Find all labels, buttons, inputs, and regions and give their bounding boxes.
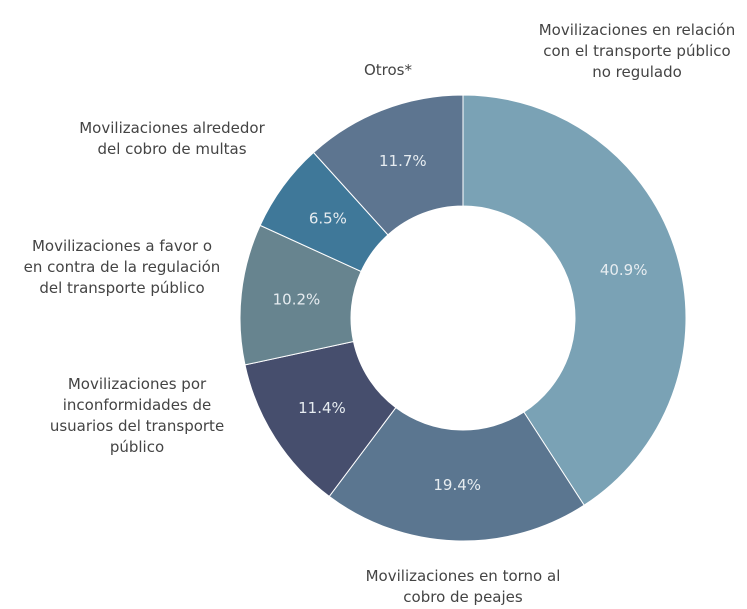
- donut-slice: [328, 406, 585, 542]
- donut-slice: [462, 94, 687, 506]
- value-label: 19.4%: [433, 476, 481, 494]
- value-label: 11.7%: [379, 152, 427, 170]
- value-label: 11.4%: [298, 399, 346, 417]
- category-label: Movilizaciones en torno al cobro de peaj…: [365, 567, 561, 606]
- category-label: Movilizaciones en relación con el transp…: [538, 21, 736, 81]
- value-label: 10.2%: [273, 290, 321, 308]
- donut-slice: [312, 94, 464, 236]
- category-label: Otros*: [363, 61, 413, 79]
- category-label: Movilizaciones a favor o en contra de la…: [23, 237, 221, 297]
- category-label: Movilizaciones alrededor del cobro de mu…: [79, 119, 265, 158]
- value-label: 6.5%: [309, 209, 347, 227]
- value-label: 40.9%: [600, 261, 648, 279]
- category-label: Movilizaciones por inconformidades de us…: [49, 375, 225, 456]
